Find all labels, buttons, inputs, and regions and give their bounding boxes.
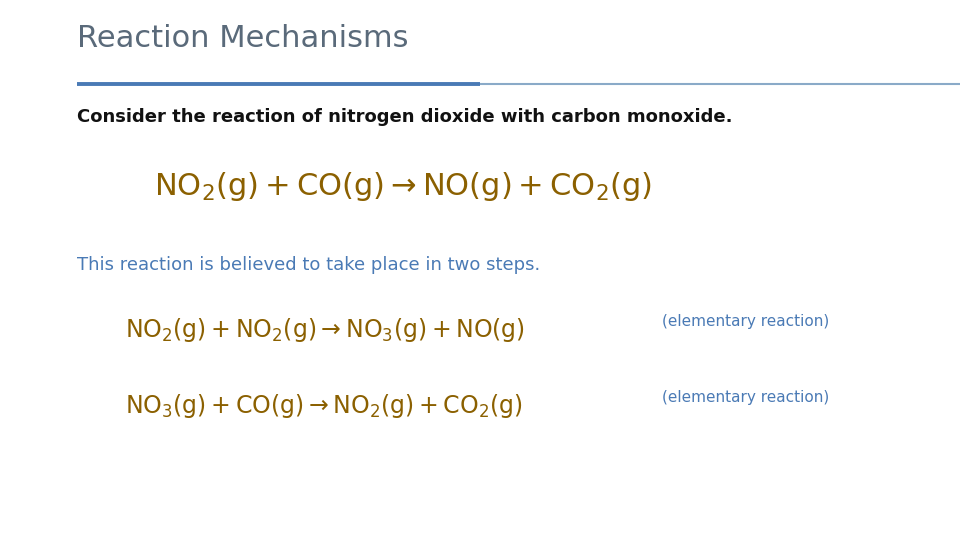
Text: $\mathrm{NO_2(g)+NO_2(g)\rightarrow NO_3(g)+NO(g)}$: $\mathrm{NO_2(g)+NO_2(g)\rightarrow NO_3… xyxy=(125,316,525,344)
Text: (elementary reaction): (elementary reaction) xyxy=(662,390,829,405)
Text: (elementary reaction): (elementary reaction) xyxy=(662,314,829,329)
Text: This reaction is believed to take place in two steps.: This reaction is believed to take place … xyxy=(77,256,540,274)
Text: $\mathrm{NO_2(g)+CO(g)\rightarrow NO(g)+CO_2(g)}$: $\mathrm{NO_2(g)+CO(g)\rightarrow NO(g)+… xyxy=(155,170,652,203)
Text: Consider the reaction of nitrogen dioxide with carbon monoxide.: Consider the reaction of nitrogen dioxid… xyxy=(77,108,732,126)
Text: $\mathrm{NO_3(g)+CO(g)\rightarrow NO_2(g)+CO_2(g)}$: $\mathrm{NO_3(g)+CO(g)\rightarrow NO_2(g… xyxy=(125,392,522,420)
Text: Reaction Mechanisms: Reaction Mechanisms xyxy=(77,24,408,53)
